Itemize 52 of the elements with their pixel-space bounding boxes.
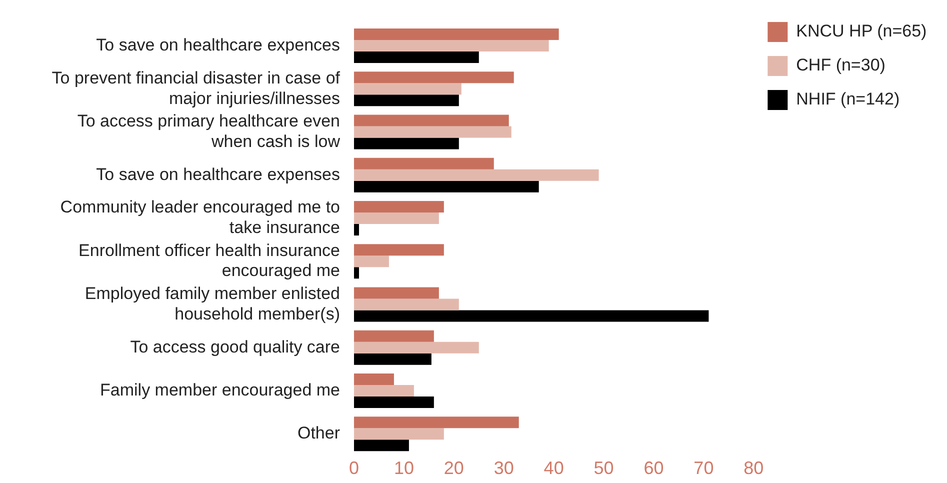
y-tick-label: Other bbox=[297, 424, 340, 443]
x-tick-label: 0 bbox=[348, 458, 360, 478]
bar bbox=[354, 310, 709, 322]
y-tick-label: To access good quality care bbox=[130, 337, 340, 356]
bar bbox=[354, 126, 512, 138]
bar bbox=[354, 396, 434, 408]
bar bbox=[354, 114, 509, 126]
x-tick-label: 60 bbox=[644, 458, 664, 478]
bar bbox=[354, 83, 462, 95]
bar bbox=[354, 256, 389, 268]
bar bbox=[354, 94, 459, 106]
y-tick-label: To save on healthcare expenses bbox=[96, 164, 340, 184]
legend-label: CHF (n=30) bbox=[796, 56, 886, 75]
y-tick-label: Community leader encouraged me to take insurance bbox=[60, 198, 340, 238]
bar bbox=[354, 138, 459, 150]
x-tick-label: 30 bbox=[494, 458, 514, 478]
bar bbox=[354, 158, 494, 170]
y-tick-label: To prevent financial disaster in case of major injuries/illnesses bbox=[52, 68, 340, 108]
bar bbox=[354, 342, 479, 354]
y-tick-label: To access primary healthcare even when cash is low bbox=[77, 111, 341, 151]
bar bbox=[354, 52, 479, 64]
bar bbox=[354, 373, 394, 385]
legend-label: NHIF (n=142) bbox=[796, 90, 900, 109]
bar bbox=[354, 416, 519, 428]
x-tick-label: 10 bbox=[394, 458, 414, 478]
y-tick-label: Family member encouraged me bbox=[100, 380, 340, 400]
bar bbox=[354, 244, 444, 256]
x-tick-label: 50 bbox=[594, 458, 614, 478]
y-tick-label: To save on healthcare expences bbox=[96, 35, 340, 54]
bar bbox=[354, 212, 439, 224]
x-tick-label: 70 bbox=[694, 458, 714, 478]
bar bbox=[354, 298, 459, 310]
bar bbox=[354, 353, 432, 365]
bar bbox=[354, 267, 359, 279]
x-tick-label: 20 bbox=[444, 458, 464, 478]
bar bbox=[354, 287, 439, 299]
bar bbox=[354, 440, 409, 452]
y-tick-label: Employed family member enlisted household member(s) bbox=[84, 284, 340, 324]
bar bbox=[354, 200, 444, 212]
x-tick-label: 40 bbox=[544, 458, 564, 478]
bar bbox=[354, 224, 359, 236]
bar bbox=[354, 169, 599, 181]
bar bbox=[354, 180, 539, 192]
bar bbox=[354, 28, 559, 40]
bar bbox=[354, 330, 434, 342]
bar bbox=[354, 428, 444, 440]
bar bbox=[354, 40, 549, 52]
x-tick-label: 80 bbox=[744, 458, 764, 478]
bar bbox=[354, 384, 414, 396]
y-tick-label: Enrollment officer health insurance encouraged me bbox=[78, 240, 340, 280]
bar bbox=[354, 72, 514, 84]
legend-label: KNCU HP (n=65) bbox=[796, 22, 927, 41]
